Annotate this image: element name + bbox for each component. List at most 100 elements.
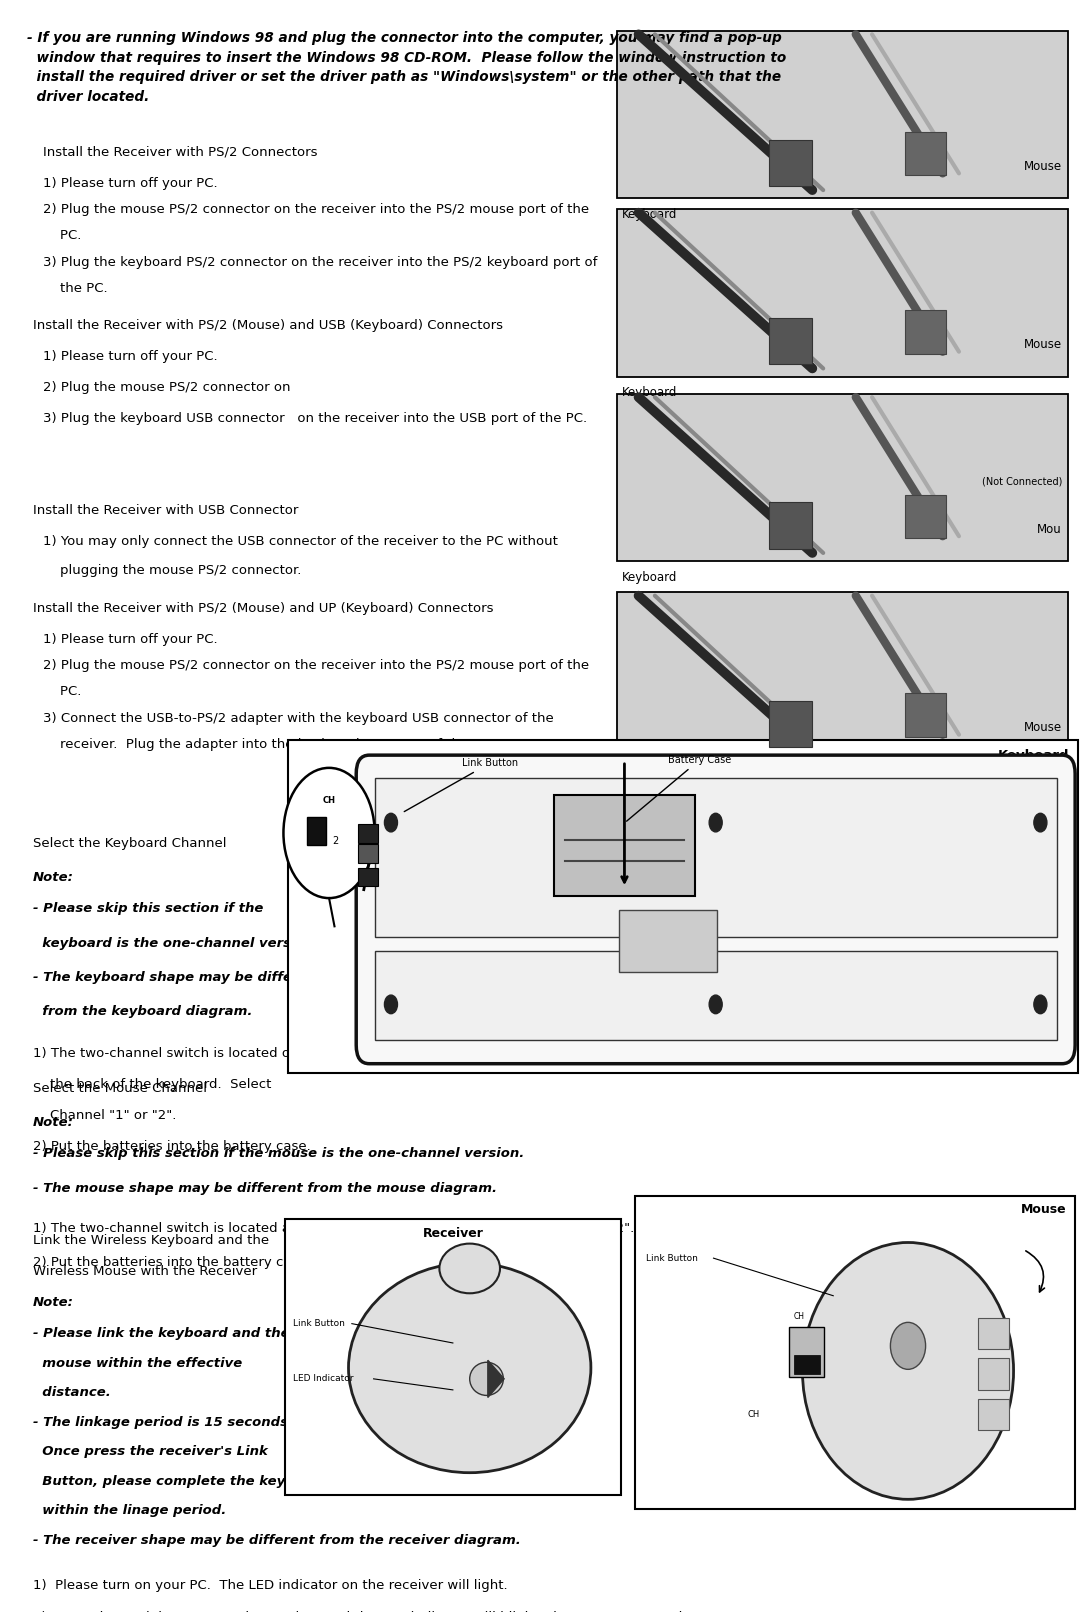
Text: - Please link the keyboard and the: - Please link the keyboard and the (33, 1327, 289, 1340)
Circle shape (384, 995, 397, 1014)
Circle shape (1034, 995, 1047, 1014)
Text: Keyboard: Keyboard (622, 769, 678, 782)
FancyBboxPatch shape (905, 495, 946, 538)
Text: CH: CH (794, 1312, 805, 1320)
FancyBboxPatch shape (356, 754, 1075, 1064)
Text: Mouse: Mouse (1024, 339, 1062, 351)
Ellipse shape (803, 1243, 1013, 1499)
Text: Link Button: Link Button (404, 758, 518, 811)
Text: - Please skip this section if the: - Please skip this section if the (33, 903, 263, 916)
Ellipse shape (470, 1362, 504, 1396)
Text: Select the Mouse Channel: Select the Mouse Channel (33, 1082, 206, 1095)
Text: Link Button: Link Button (646, 1254, 698, 1262)
Text: 3) Plug the keyboard USB connector   on the receiver into the USB port of the PC: 3) Plug the keyboard USB connector on th… (43, 413, 588, 426)
Text: 3) Plug the keyboard PS/2 connector on the receiver into the PS/2 keyboard port : 3) Plug the keyboard PS/2 connector on t… (43, 256, 597, 269)
Text: Keyboard: Keyboard (622, 208, 678, 221)
Circle shape (709, 814, 722, 832)
FancyBboxPatch shape (554, 795, 695, 896)
Text: Mouse: Mouse (1021, 1203, 1066, 1217)
Text: within the linage period.: within the linage period. (33, 1504, 226, 1517)
Text: (Not Connected): (Not Connected) (982, 476, 1062, 487)
FancyBboxPatch shape (375, 951, 1057, 1040)
Text: Battery Case: Battery Case (627, 754, 731, 821)
Text: 2) Plug the mouse PS/2 connector on the receiver into the PS/2 mouse port of the: 2) Plug the mouse PS/2 connector on the … (43, 203, 590, 216)
Text: 1) The two-channel switch is located on: 1) The two-channel switch is located on (33, 1046, 298, 1059)
FancyBboxPatch shape (358, 867, 378, 887)
FancyBboxPatch shape (769, 318, 812, 364)
Text: PC.: PC. (43, 685, 81, 698)
Circle shape (283, 767, 375, 898)
Text: Keyboard: Keyboard (622, 387, 678, 400)
Text: Note:: Note: (33, 872, 74, 885)
Text: 1) Please turn off your PC.: 1) Please turn off your PC. (43, 350, 218, 363)
FancyBboxPatch shape (307, 817, 326, 845)
Text: 2) Put the batteries into the battery case.: 2) Put the batteries into the battery ca… (33, 1256, 311, 1269)
Text: 1) The two-channel switch is located at the back of the mouse.  Select Channel ": 1) The two-channel switch is located at … (33, 1222, 634, 1235)
Text: 1) You may only connect the USB connector of the receiver to the PC without: 1) You may only connect the USB connecto… (43, 535, 558, 548)
FancyBboxPatch shape (617, 592, 1068, 759)
Text: Wireless Mouse with the Receiver: Wireless Mouse with the Receiver (33, 1265, 256, 1278)
FancyBboxPatch shape (769, 701, 812, 748)
Text: Install the Receiver with PS/2 (Mouse) and UP (Keyboard) Connectors: Install the Receiver with PS/2 (Mouse) a… (33, 601, 493, 614)
Text: from the keyboard diagram.: from the keyboard diagram. (33, 1004, 252, 1017)
FancyBboxPatch shape (769, 140, 812, 185)
FancyBboxPatch shape (769, 503, 812, 550)
FancyBboxPatch shape (358, 845, 378, 862)
FancyBboxPatch shape (375, 779, 1057, 937)
FancyBboxPatch shape (978, 1399, 1009, 1430)
Text: Button, please complete the keyboard or the mouse linkage process: Button, please complete the keyboard or … (33, 1475, 554, 1488)
Text: mouse within the effective: mouse within the effective (33, 1357, 242, 1370)
FancyBboxPatch shape (619, 909, 717, 972)
FancyBboxPatch shape (617, 393, 1068, 561)
Circle shape (384, 814, 397, 832)
FancyBboxPatch shape (635, 1196, 1075, 1509)
Text: Mou: Mou (1037, 522, 1062, 535)
FancyBboxPatch shape (790, 1327, 824, 1377)
Text: Once press the receiver's Link: Once press the receiver's Link (33, 1444, 267, 1459)
FancyBboxPatch shape (978, 1359, 1009, 1390)
Text: - The mouse shape may be different from the mouse diagram.: - The mouse shape may be different from … (33, 1182, 496, 1194)
Text: Note:: Note: (33, 1117, 74, 1130)
Text: - The linkage period is 15 seconds.: - The linkage period is 15 seconds. (33, 1415, 292, 1428)
FancyBboxPatch shape (285, 1219, 621, 1494)
Text: Receiver: Receiver (422, 1227, 483, 1240)
Text: 1) Please turn off your PC.: 1) Please turn off your PC. (43, 177, 218, 190)
Ellipse shape (349, 1262, 591, 1473)
Ellipse shape (891, 1322, 925, 1369)
FancyBboxPatch shape (617, 210, 1068, 377)
FancyBboxPatch shape (905, 132, 946, 176)
Text: Note:: Note: (33, 1296, 74, 1309)
Text: distance.: distance. (33, 1386, 111, 1399)
Text: - If you are running Windows 98 and plug the connector into the computer, you ma: - If you are running Windows 98 and plug… (27, 31, 786, 103)
Text: PC.: PC. (43, 229, 81, 242)
Text: 2: 2 (332, 835, 339, 846)
Text: - The keyboard shape may be different: - The keyboard shape may be different (33, 970, 323, 983)
Text: LED Indicator: LED Indicator (293, 1375, 354, 1383)
Text: 1) Please turn off your PC.: 1) Please turn off your PC. (43, 632, 218, 646)
Text: keyboard is the one-channel version.: keyboard is the one-channel version. (33, 937, 318, 949)
Circle shape (1034, 814, 1047, 832)
Text: the PC.: the PC. (43, 282, 109, 295)
Text: Keyboard: Keyboard (622, 571, 678, 584)
FancyBboxPatch shape (288, 740, 1078, 1074)
Text: Link Button: Link Button (293, 1319, 345, 1328)
FancyBboxPatch shape (978, 1317, 1009, 1349)
FancyBboxPatch shape (617, 31, 1068, 198)
Text: Mouse: Mouse (1024, 160, 1062, 172)
Text: receiver.  Plug the adapter into the keyboard PS/2 port of the PC.: receiver. Plug the adapter into the keyb… (43, 738, 494, 751)
Text: Install the Receiver with PS/2 Connectors: Install the Receiver with PS/2 Connector… (43, 145, 318, 158)
Text: 1)  Please turn on your PC.  The LED indicator on the receiver will light.: 1) Please turn on your PC. The LED indic… (33, 1578, 507, 1591)
Text: 3) Connect the USB-to-PS/2 adapter with the keyboard USB connector of the: 3) Connect the USB-to-PS/2 adapter with … (43, 713, 554, 725)
FancyBboxPatch shape (905, 310, 946, 353)
FancyBboxPatch shape (358, 824, 378, 843)
Text: Mouse: Mouse (1024, 721, 1062, 733)
Text: the back of the keyboard.  Select: the back of the keyboard. Select (33, 1078, 270, 1091)
Ellipse shape (440, 1243, 500, 1293)
Text: - The receiver shape may be different from the receiver diagram.: - The receiver shape may be different fr… (33, 1533, 520, 1546)
Text: Install the Receiver with PS/2 (Mouse) and USB (Keyboard) Connectors: Install the Receiver with PS/2 (Mouse) a… (33, 319, 503, 332)
FancyBboxPatch shape (905, 693, 946, 737)
Text: - Please skip this section if the mouse is the one-channel version.: - Please skip this section if the mouse … (33, 1148, 523, 1161)
Text: Channel "1" or "2".: Channel "1" or "2". (33, 1109, 176, 1122)
Circle shape (709, 995, 722, 1014)
Text: plugging the mouse PS/2 connector.: plugging the mouse PS/2 connector. (43, 564, 302, 577)
